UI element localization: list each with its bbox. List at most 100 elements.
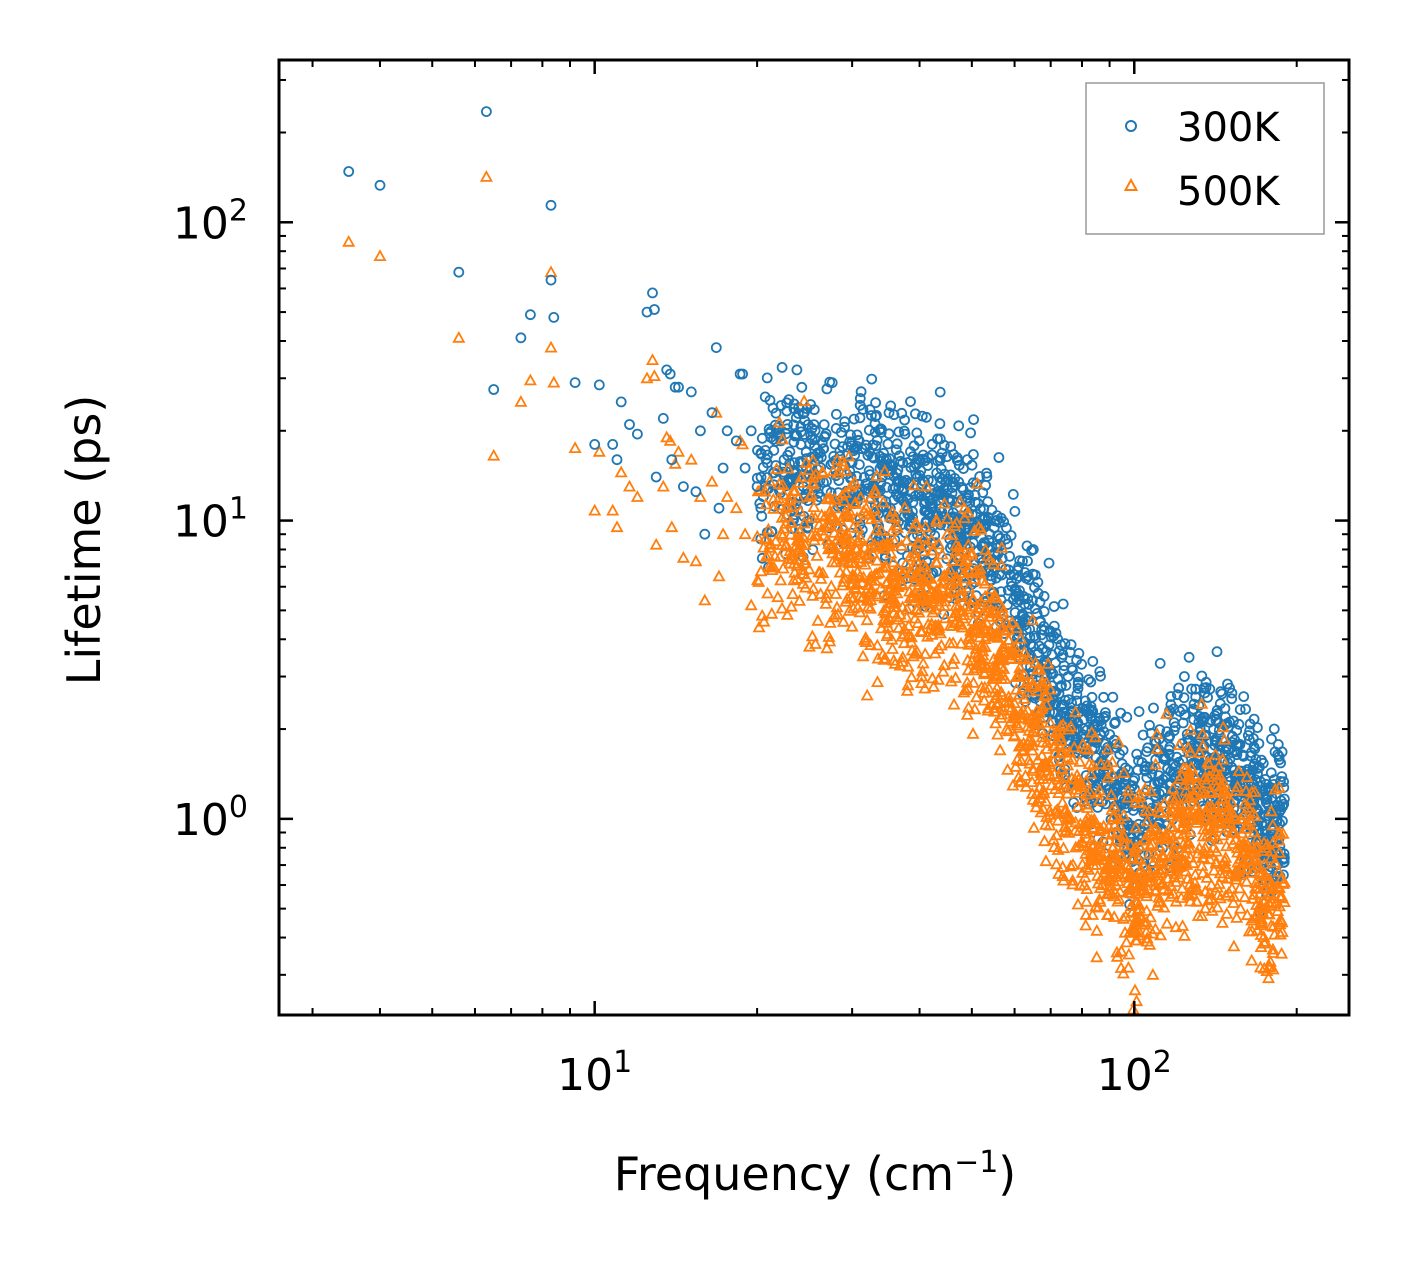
data-point-500k: [784, 527, 798, 540]
data-point-300k: [888, 409, 900, 421]
data-point-500k: [1058, 805, 1072, 817]
data-point-500k: [829, 514, 843, 526]
data-point-500k: [919, 560, 933, 573]
data-point-500k: [1198, 901, 1212, 914]
data-point-500k: [1169, 894, 1183, 907]
data-point-300k: [1094, 666, 1106, 677]
data-point-300k: [374, 179, 386, 191]
data-point-300k: [890, 444, 902, 456]
data-point-300k: [650, 471, 662, 483]
data-point-300k: [1072, 717, 1084, 729]
data-point-500k: [1082, 743, 1096, 755]
data-point-500k: [1195, 696, 1209, 709]
data-point-300k: [1266, 733, 1277, 745]
data-point-500k: [846, 576, 860, 589]
data-point-500k: [823, 490, 837, 503]
data-point-500k: [1204, 891, 1218, 904]
data-point-300k: [830, 422, 842, 434]
data-point-300k: [934, 386, 946, 398]
data-point-300k: [1083, 674, 1094, 685]
data-point-500k: [1243, 813, 1257, 826]
data-point-500k: [1216, 828, 1230, 841]
data-point-500k: [1094, 837, 1108, 850]
data-point-500k: [1066, 858, 1080, 870]
data-point-500k: [1020, 676, 1034, 689]
data-point-300k: [965, 427, 976, 439]
data-point-500k: [1081, 810, 1095, 823]
data-point-500k: [487, 448, 501, 461]
data-point-300k: [1043, 557, 1055, 569]
data-point-500k: [1079, 846, 1093, 859]
data-point-500k: [1268, 782, 1282, 795]
data-point-500k: [1030, 795, 1044, 807]
data-point-500k: [907, 478, 921, 491]
data-point-500k: [945, 528, 959, 540]
data-point-500k: [858, 540, 872, 553]
data-point-300k: [1048, 601, 1060, 612]
data-point-300k: [721, 425, 733, 437]
data-point-300k: [690, 486, 702, 498]
data-point-500k: [1229, 783, 1243, 796]
data-point-500k: [958, 557, 972, 570]
data-point-500k: [1014, 705, 1028, 718]
data-point-500k: [884, 546, 898, 559]
data-point-500k: [1079, 918, 1093, 931]
data-point-500k: [854, 545, 868, 558]
data-point-300k: [983, 535, 995, 546]
data-point-300k: [1109, 718, 1120, 729]
data-point-300k: [799, 415, 811, 427]
data-point-500k: [1035, 674, 1049, 687]
data-point-500k: [1257, 857, 1271, 870]
data-point-500k: [765, 606, 779, 619]
data-point-500k: [1105, 767, 1119, 779]
data-point-500k: [1154, 928, 1168, 941]
data-point-500k: [968, 572, 982, 585]
data-point-500k: [995, 540, 1009, 553]
data-point-500k: [1066, 877, 1080, 890]
data-point-300k: [649, 304, 660, 315]
data-point-500k: [1119, 935, 1134, 948]
data-point-500k: [1012, 739, 1026, 752]
data-point-300k: [958, 463, 969, 475]
data-point-300k: [695, 425, 706, 437]
data-point-500k: [689, 554, 703, 567]
data-point-300k: [884, 458, 895, 470]
data-point-500k: [1127, 843, 1141, 856]
data-point-500k: [1056, 869, 1070, 881]
data-point-300k: [1220, 711, 1231, 723]
data-point-500k: [849, 582, 863, 595]
data-point-500k: [1076, 836, 1090, 849]
data-point-500k: [1121, 960, 1135, 973]
data-point-500k: [1163, 889, 1178, 902]
data-point-300k: [1058, 660, 1070, 672]
data-point-500k: [858, 557, 872, 570]
data-point-500k: [833, 565, 847, 578]
data-point-500k: [878, 651, 893, 664]
data-point-300k: [1244, 734, 1255, 746]
data-point-500k: [851, 533, 865, 546]
data-point-300k: [968, 414, 979, 426]
data-point-500k: [1165, 837, 1179, 849]
data-point-500k: [962, 602, 976, 615]
data-point-500k: [1262, 907, 1276, 920]
data-point-500k: [1217, 732, 1232, 745]
data-point-500k: [969, 661, 984, 674]
data-point-500k: [902, 628, 916, 641]
data-point-300k: [1085, 676, 1097, 688]
data-point-500k: [1085, 725, 1099, 738]
data-point-500k: [937, 496, 951, 509]
data-point-500k: [1206, 801, 1220, 813]
data-point-300k: [770, 407, 782, 419]
data-point-300k: [745, 425, 757, 437]
data-point-500k: [1122, 870, 1136, 883]
data-point-500k: [842, 449, 856, 462]
data-point-300k: [921, 411, 932, 423]
data-point-500k: [994, 711, 1008, 723]
data-point-500k: [871, 651, 885, 664]
data-point-500k: [837, 520, 851, 532]
data-point-500k: [1184, 760, 1198, 773]
data-point-500k: [980, 629, 994, 642]
data-point-300k: [808, 404, 820, 416]
data-point-500k: [1212, 759, 1226, 772]
data-point-500k: [886, 555, 900, 568]
